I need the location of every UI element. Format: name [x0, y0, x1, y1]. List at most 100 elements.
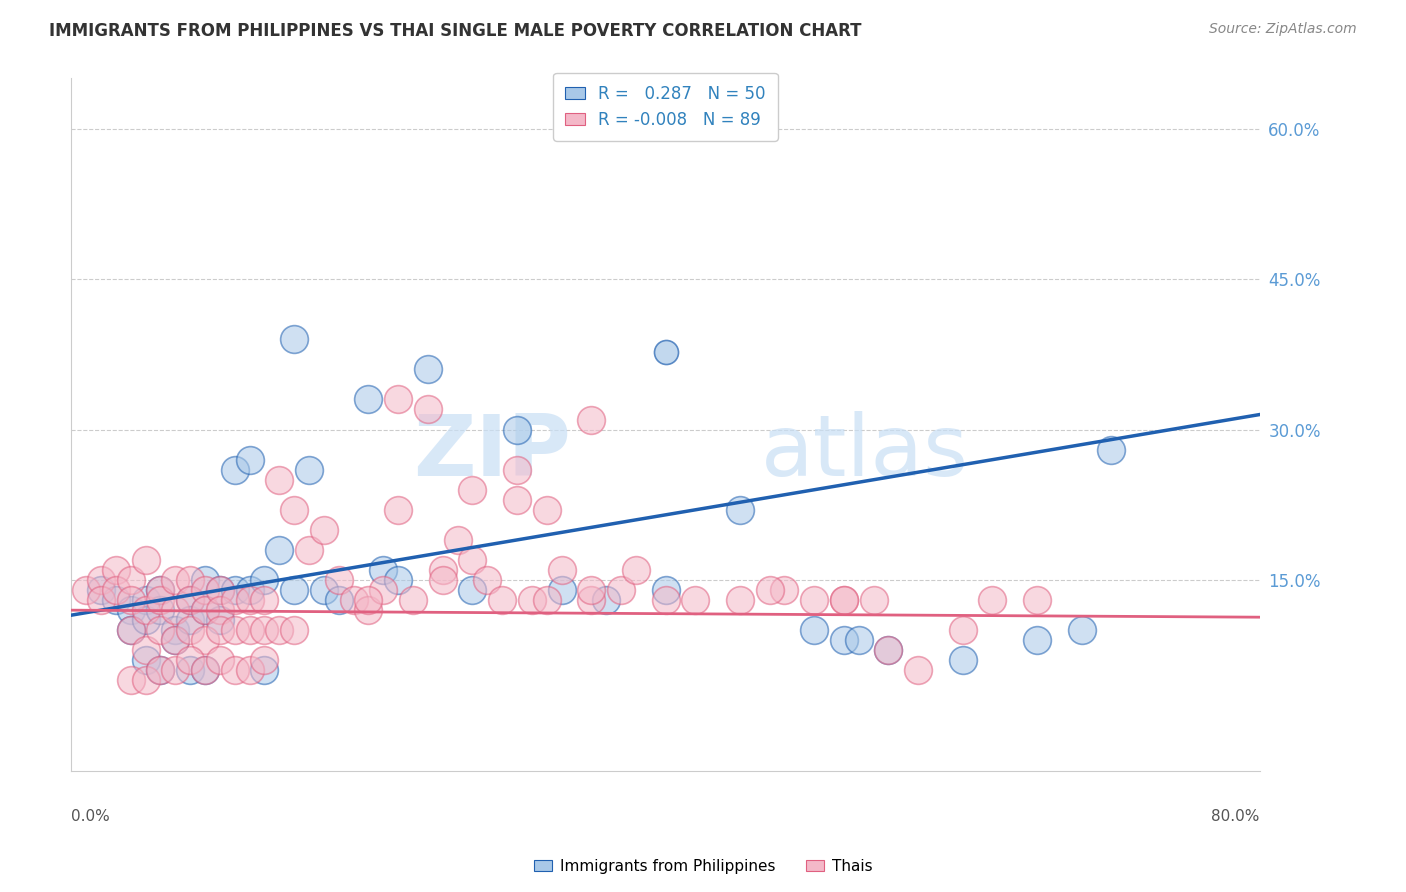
Point — [402, 593, 425, 607]
Point — [269, 473, 291, 487]
Point — [120, 573, 142, 587]
Point — [803, 593, 825, 607]
Point — [194, 633, 217, 648]
Point — [90, 583, 112, 598]
Point — [238, 583, 260, 598]
Point — [446, 533, 468, 547]
Point — [179, 613, 201, 627]
Point — [149, 583, 172, 598]
Point — [803, 624, 825, 638]
Point — [269, 624, 291, 638]
Point — [432, 563, 454, 577]
Point — [477, 573, 499, 587]
Point — [803, 116, 825, 130]
Text: ZIP: ZIP — [413, 410, 571, 494]
Point — [832, 633, 855, 648]
Point — [179, 624, 201, 638]
Point — [194, 603, 217, 617]
Point — [536, 503, 558, 517]
Point — [283, 624, 305, 638]
Text: Source: ZipAtlas.com: Source: ZipAtlas.com — [1209, 22, 1357, 37]
Point — [461, 553, 484, 567]
Point — [491, 593, 513, 607]
Point — [224, 593, 246, 607]
Point — [728, 503, 751, 517]
Point — [208, 603, 231, 617]
Point — [179, 593, 201, 607]
Point — [357, 593, 380, 607]
Point — [328, 593, 350, 607]
Point — [104, 593, 127, 607]
Point — [238, 593, 260, 607]
Point — [179, 664, 201, 678]
Point — [149, 603, 172, 617]
Point — [208, 583, 231, 598]
Point — [298, 463, 321, 477]
Point — [165, 624, 187, 638]
Point — [342, 593, 364, 607]
Point — [194, 664, 217, 678]
Point — [581, 593, 603, 607]
Point — [135, 673, 157, 688]
Point — [253, 573, 276, 587]
Point — [194, 583, 217, 598]
Text: IMMIGRANTS FROM PHILIPPINES VS THAI SINGLE MALE POVERTY CORRELATION CHART: IMMIGRANTS FROM PHILIPPINES VS THAI SING… — [49, 22, 862, 40]
Point — [224, 624, 246, 638]
Point — [832, 593, 855, 607]
Point — [506, 492, 529, 507]
Point — [238, 664, 260, 678]
Point — [610, 583, 633, 598]
Point — [135, 603, 157, 617]
Point — [373, 583, 395, 598]
Point — [685, 593, 707, 607]
Point — [581, 412, 603, 426]
Point — [135, 593, 157, 607]
Point — [312, 523, 335, 537]
Point — [149, 664, 172, 678]
Point — [862, 593, 884, 607]
Point — [877, 643, 900, 657]
Point — [149, 593, 172, 607]
Point — [253, 593, 276, 607]
Point — [952, 653, 974, 667]
Point — [120, 593, 142, 607]
Point — [120, 603, 142, 617]
Point — [283, 583, 305, 598]
Point — [283, 503, 305, 517]
Point — [1099, 442, 1122, 457]
Text: 80.0%: 80.0% — [1212, 809, 1260, 824]
Point — [104, 583, 127, 598]
Point — [357, 603, 380, 617]
Point — [312, 583, 335, 598]
Point — [550, 583, 572, 598]
Point — [907, 664, 929, 678]
Point — [1026, 633, 1049, 648]
Point — [165, 633, 187, 648]
Point — [165, 664, 187, 678]
Point — [208, 583, 231, 598]
Legend: Immigrants from Philippines, Thais: Immigrants from Philippines, Thais — [527, 853, 879, 880]
Point — [1026, 593, 1049, 607]
Point — [550, 563, 572, 577]
Point — [328, 573, 350, 587]
Point — [135, 643, 157, 657]
Point — [373, 563, 395, 577]
Point — [877, 643, 900, 657]
Point — [208, 624, 231, 638]
Point — [416, 362, 439, 376]
Point — [1070, 624, 1092, 638]
Point — [253, 664, 276, 678]
Point — [253, 653, 276, 667]
Point — [224, 664, 246, 678]
Point — [149, 664, 172, 678]
Text: 0.0%: 0.0% — [72, 809, 110, 824]
Point — [758, 583, 780, 598]
Point — [238, 452, 260, 467]
Point — [194, 603, 217, 617]
Point — [90, 573, 112, 587]
Point — [104, 563, 127, 577]
Point — [224, 463, 246, 477]
Point — [208, 653, 231, 667]
Point — [269, 543, 291, 558]
Point — [179, 653, 201, 667]
